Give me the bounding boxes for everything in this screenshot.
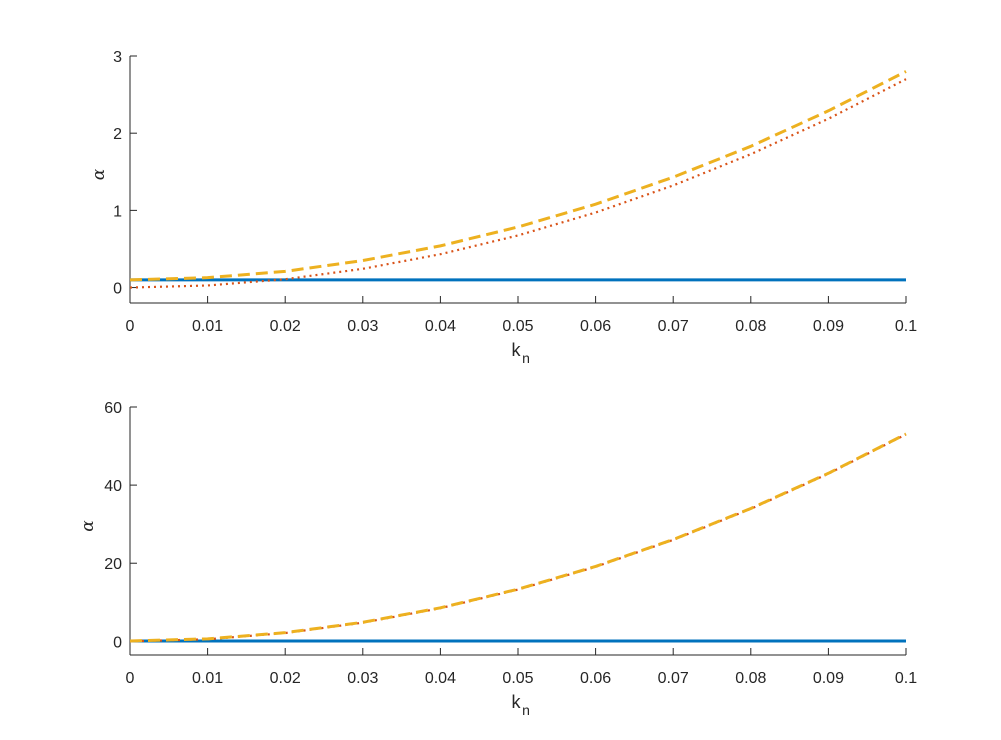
x-axis-label: k bbox=[512, 692, 522, 712]
x-tick-label: 0.03 bbox=[347, 318, 378, 335]
series-line-dashed bbox=[129, 432, 907, 643]
y-axis-label: α bbox=[89, 168, 109, 180]
x-tick-label: 0.08 bbox=[735, 670, 766, 687]
x-tick-label: 0.09 bbox=[813, 318, 844, 335]
series-line-dotted bbox=[129, 433, 907, 643]
x-tick-label: 0.04 bbox=[425, 318, 456, 335]
x-tick-label: 0.01 bbox=[192, 670, 223, 687]
x-tick-label: 0.03 bbox=[347, 670, 378, 687]
bottom-subplot: 0 0.01 0.02 0.03 0.04 0.05 0.06 0.07 0.08 0.09 0.1… bbox=[78, 400, 917, 718]
y-tick-label: 0 bbox=[113, 634, 122, 651]
x-tick-label: 0.06 bbox=[580, 670, 611, 687]
x-tick-label: 0.05 bbox=[502, 670, 533, 687]
x-tick-label: 0 bbox=[126, 670, 135, 687]
y-tick-label: 60 bbox=[104, 400, 122, 417]
y-tick-label: 0 bbox=[113, 281, 122, 298]
x-tick-label: 0.1 bbox=[895, 670, 917, 687]
x-tick-label: 0.05 bbox=[502, 318, 533, 335]
x-tick-label: 0.04 bbox=[425, 670, 456, 687]
x-tick-label: 0.09 bbox=[813, 670, 844, 687]
x-tick-label: 0.1 bbox=[895, 318, 917, 335]
x-tick-label: 0.02 bbox=[270, 318, 301, 335]
x-tick-label: 0.07 bbox=[658, 670, 689, 687]
y-axis-label: α bbox=[78, 520, 98, 532]
x-axis-label: k bbox=[512, 340, 522, 360]
series-line-dotted bbox=[129, 78, 907, 289]
y-tick-label: 1 bbox=[113, 203, 122, 220]
x-tick-label: 0.01 bbox=[192, 318, 223, 335]
y-tick-label: 3 bbox=[113, 49, 122, 66]
x-axis-label-subscript: n bbox=[522, 350, 530, 366]
top-subplot: 0 0.01 0.02 0.03 0.04 0.05 0.06 0.07 0.08 0.09 0.1… bbox=[89, 49, 917, 366]
y-tick-label: 20 bbox=[104, 556, 122, 573]
x-tick-label: 0.02 bbox=[270, 670, 301, 687]
y-tick-label: 40 bbox=[104, 478, 122, 495]
x-axis-label-subscript: n bbox=[522, 702, 530, 718]
x-tick-label: 0.06 bbox=[580, 318, 611, 335]
x-tick-label: 0.07 bbox=[658, 318, 689, 335]
series-line-dashed bbox=[129, 70, 907, 282]
x-tick-label: 0 bbox=[126, 318, 135, 335]
y-tick-label: 2 bbox=[113, 126, 122, 143]
x-tick-label: 0.08 bbox=[735, 318, 766, 335]
